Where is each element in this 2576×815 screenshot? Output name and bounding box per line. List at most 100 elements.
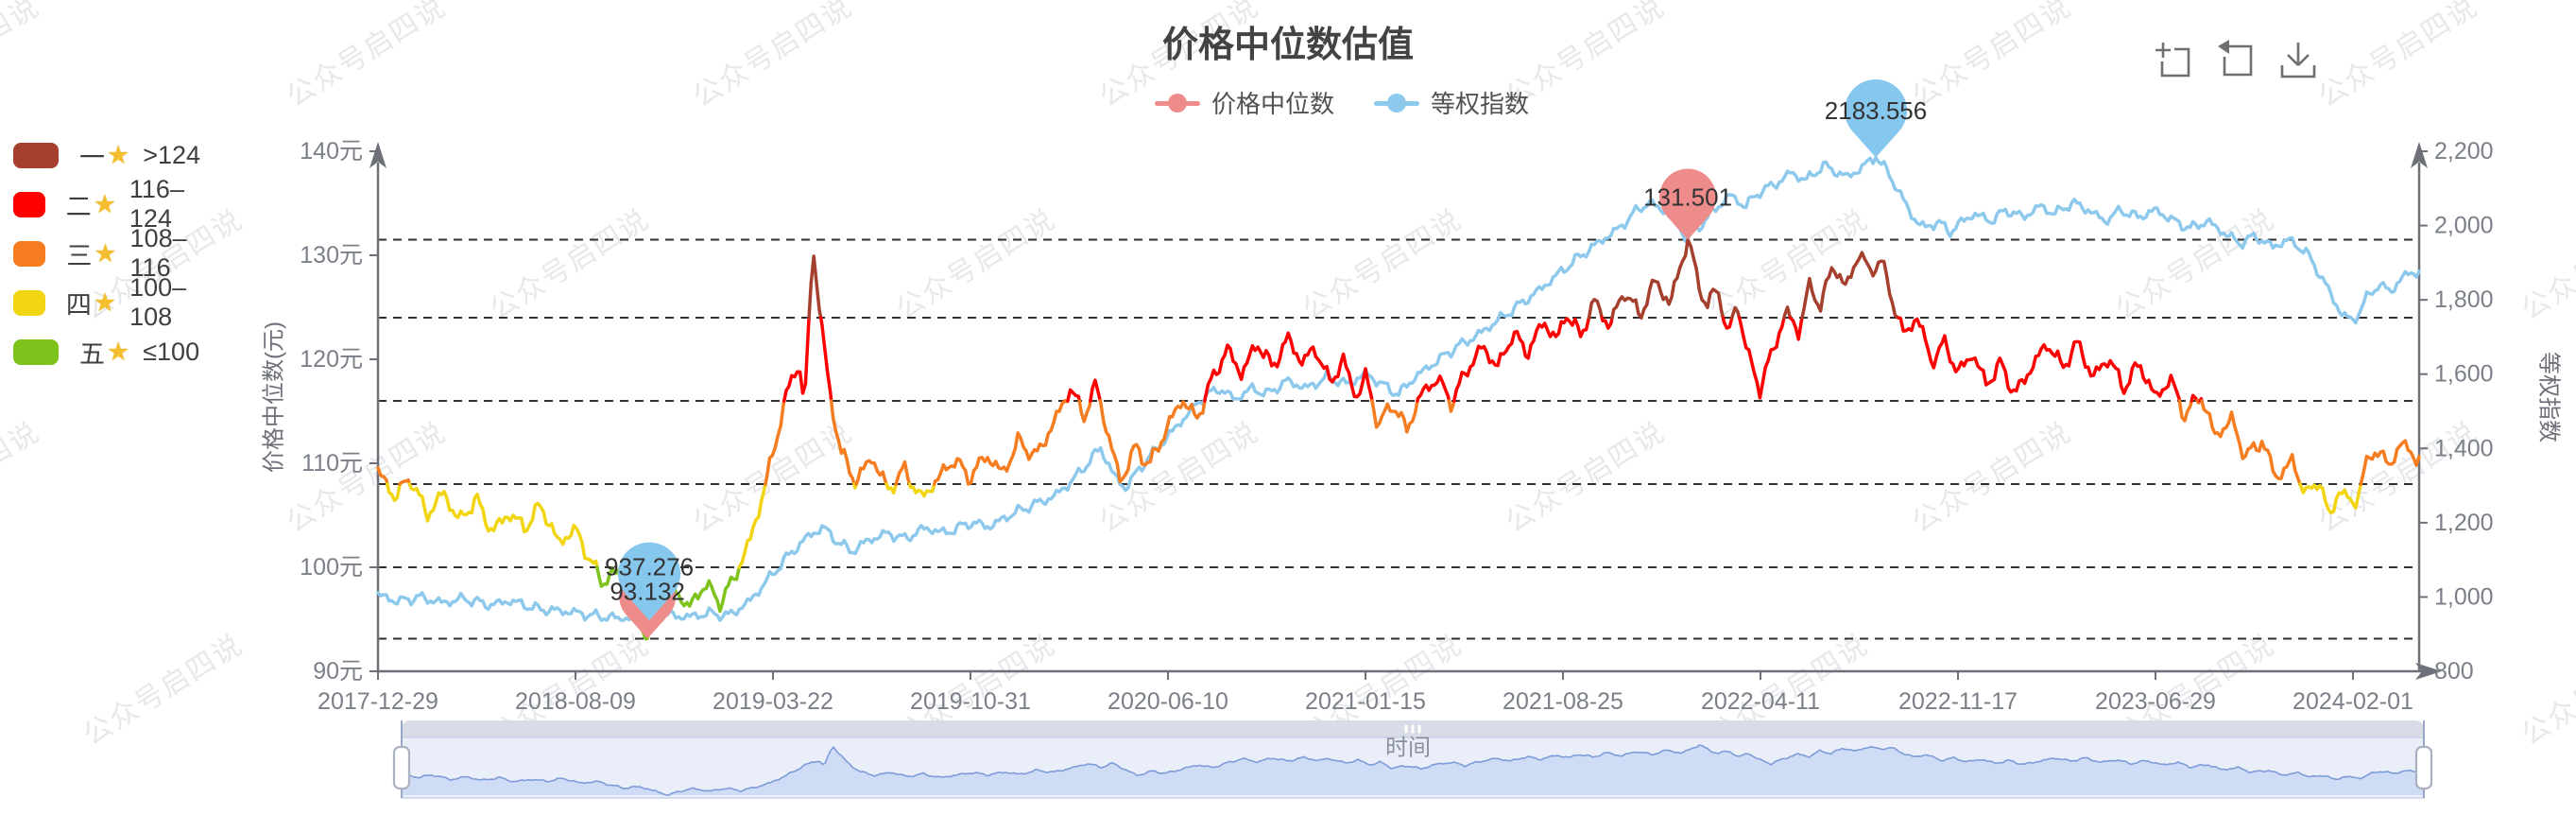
x-axis-tick-label: 2020-06-10 (1108, 688, 1228, 715)
series-median-segment (1600, 316, 1614, 330)
x-axis-tick-label: 2022-11-17 (1898, 688, 2018, 715)
band-legend-row[interactable]: 四 ★ 100–108 (13, 273, 199, 331)
right-axis-tick-label: 2,000 (2434, 213, 2494, 239)
x-axis-tick-label: 2023-06-29 (2095, 688, 2216, 715)
series-median-segment (1788, 316, 1804, 341)
series-median-segment (1782, 305, 1793, 320)
mark-point-label: 937.276 (605, 553, 694, 581)
x-axis-tick-label: 2024-02-01 (2293, 688, 2413, 715)
band-range-label: ≤100 (143, 337, 200, 366)
legend-item-label: 等权指数 (1431, 90, 1530, 118)
left-axis-tick-label: 140元 (300, 138, 363, 165)
band-swatch (13, 240, 46, 267)
band-range-label: 100–108 (129, 273, 187, 331)
left-axis-title: 价格中位数(元) (261, 321, 287, 473)
star-icon: ★ (94, 238, 117, 268)
series-median-segment (1447, 399, 1456, 413)
mark-point-pin (618, 542, 681, 621)
toolbar (2151, 38, 2319, 81)
series-median-segment (1640, 237, 1726, 320)
series-median-segment (1203, 331, 1374, 403)
band-swatch (13, 142, 59, 168)
series-median-segment (854, 459, 888, 486)
series-median-segment (884, 482, 898, 495)
series-median-segment (407, 482, 599, 569)
slider-data-shadow-line (401, 744, 2425, 796)
series-median-segment (894, 460, 912, 486)
right-axis-title: 等权指数 (2535, 352, 2562, 442)
slider-grip-icon (1404, 724, 1408, 734)
band-legend-row[interactable]: 三 ★ 108–116 (13, 224, 199, 282)
x-axis-tick-label: 2019-03-22 (713, 688, 833, 715)
legend-item-index[interactable]: 等权指数 (1374, 85, 1529, 120)
series-median-segment (807, 254, 823, 320)
series-median-segment (2359, 439, 2421, 486)
band-tier-label: 三 (66, 241, 93, 270)
series-median-segment (1721, 316, 1734, 330)
left-axis-arrow-icon (369, 142, 386, 168)
left-axis-tick-label: 120元 (300, 346, 363, 373)
series-median-segment (1800, 251, 1900, 320)
x-axis-arrow-icon (2415, 663, 2442, 680)
series-median-segment (1610, 295, 1643, 320)
slider-grip-icon (1417, 724, 1421, 734)
series-median-segment (2177, 399, 2193, 423)
band-swatch (13, 289, 45, 316)
band-swatch (13, 191, 45, 217)
x-axis-tick-label: 2018-08-09 (515, 688, 636, 715)
series-median-segment (1098, 399, 1207, 484)
series-median-segment (1089, 378, 1103, 403)
x-axis-tick-label: 2021-08-25 (1503, 688, 1623, 715)
series-median-segment (2200, 399, 2302, 486)
page-title: 价格中位数估值 (1161, 26, 1414, 65)
series-median-segment (737, 482, 767, 569)
right-axis-tick-label: 800 (2434, 658, 2474, 685)
series-median-segment (1587, 298, 1604, 320)
band-legend-row[interactable]: 一 ★ >124 (13, 140, 201, 172)
left-axis-tick-label: 130元 (300, 242, 363, 269)
legend-item-median[interactable]: 价格中位数 (1154, 85, 1334, 120)
data-zoom-icon[interactable] (2151, 38, 2194, 81)
left-axis-tick-label: 90元 (313, 658, 363, 685)
left-axis-tick-label: 100元 (300, 554, 363, 581)
slider-grip-icon (1411, 724, 1415, 734)
slider-left-handle[interactable] (392, 745, 411, 790)
series-median-segment (376, 466, 389, 486)
slider-data-shadow (402, 745, 2424, 795)
band-legend-row[interactable]: 五 ★ ≤100 (13, 337, 200, 369)
series-legend: 价格中位数 等权指数 (1154, 85, 1529, 120)
x-axis-tick-label: 2022-04-11 (1701, 688, 1820, 715)
x-axis-tick-label: 2019-10-31 (910, 688, 1031, 715)
left-axis-tick-label: 110元 (301, 450, 363, 477)
mark-point-pin (1845, 78, 1908, 158)
band-legend-row[interactable]: 二 ★ 116–124 (13, 175, 197, 233)
x-axis-tick-label: 2017-12-29 (318, 688, 438, 715)
mark-point-pin (1659, 168, 1717, 240)
save-image-icon[interactable] (2275, 38, 2319, 81)
star-icon: ★ (93, 287, 117, 317)
band-tier-label: 四 (65, 290, 92, 320)
band-tier-label: 一 (79, 143, 105, 172)
restore-icon[interactable] (2213, 38, 2257, 81)
right-axis-tick-label: 1,400 (2434, 435, 2494, 461)
band-range-label: >124 (143, 140, 201, 169)
legend-item-label: 价格中位数 (1211, 90, 1334, 118)
band-range-label: 116–124 (129, 175, 184, 233)
series-median-segment (907, 482, 936, 498)
legend-line-dot-marker (1154, 93, 1200, 113)
band-range-label: 108–116 (129, 224, 187, 282)
series-median-segment (1370, 399, 1419, 434)
slider-right-handle[interactable] (2414, 745, 2433, 790)
series-median-segment (1077, 399, 1092, 424)
series-median-segment (398, 477, 412, 486)
x-axis-name-label: 时间 (1385, 735, 1431, 761)
series-median-segment (782, 316, 811, 403)
star-icon: ★ (107, 337, 130, 366)
series-index-line (376, 155, 2421, 622)
band-tier-label: 五 (79, 339, 105, 369)
star-icon: ★ (107, 140, 130, 169)
series-median-segment (829, 399, 856, 486)
series-median-segment (1452, 316, 1591, 403)
